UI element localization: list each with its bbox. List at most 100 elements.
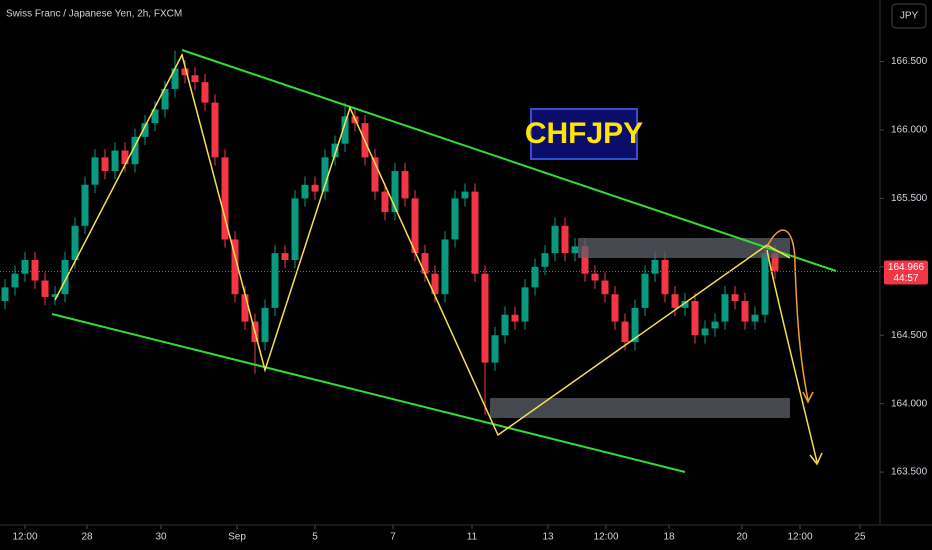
annotation-box bbox=[530, 108, 638, 160]
candle-body bbox=[51, 294, 59, 297]
candle-body bbox=[1, 287, 9, 302]
candle-body bbox=[601, 280, 609, 295]
arrow-head-2 bbox=[809, 452, 823, 466]
x-tick-label: Sep bbox=[228, 532, 246, 543]
candle-body bbox=[761, 253, 769, 315]
x-tick-label: 20 bbox=[736, 532, 748, 543]
candle-body bbox=[681, 301, 689, 308]
candle-body bbox=[231, 239, 239, 295]
candle-body bbox=[451, 198, 459, 240]
x-tick-label: 11 bbox=[467, 532, 478, 543]
channel-top bbox=[181, 49, 837, 272]
last-price-tag bbox=[884, 260, 928, 285]
candle-body bbox=[321, 157, 329, 192]
candle-body bbox=[141, 123, 149, 137]
candle-body bbox=[81, 184, 89, 226]
candle-body bbox=[621, 321, 629, 343]
candle-body bbox=[731, 294, 739, 302]
x-tick-label: 28 bbox=[81, 532, 93, 543]
candle-body bbox=[591, 273, 599, 281]
x-tick-label: 7 bbox=[390, 532, 396, 543]
candle-body bbox=[61, 260, 69, 295]
arrow-head-1 bbox=[802, 391, 814, 404]
y-tick-label: 165.500 bbox=[891, 193, 928, 204]
candle-body bbox=[171, 68, 179, 89]
candle-body bbox=[481, 273, 489, 363]
candle-body bbox=[421, 253, 429, 274]
candle-body bbox=[771, 253, 779, 271]
projection-1 bbox=[766, 229, 809, 401]
candle-body bbox=[201, 82, 209, 103]
candle-body bbox=[371, 157, 379, 192]
x-tick-label: 5 bbox=[312, 532, 318, 543]
support-zone bbox=[490, 398, 790, 418]
candle-body bbox=[461, 191, 469, 199]
y-tick-label: 164.000 bbox=[891, 398, 928, 409]
candle-body bbox=[711, 321, 719, 329]
candle-body bbox=[221, 157, 229, 240]
candle-body bbox=[651, 260, 659, 274]
resistance-zone bbox=[578, 238, 790, 258]
candle-body bbox=[291, 198, 299, 260]
candle-body bbox=[281, 253, 289, 260]
x-tick-label: 12:00 bbox=[593, 532, 618, 543]
candle-body bbox=[21, 260, 29, 274]
y-tick-label: 164.500 bbox=[891, 330, 928, 341]
candle-body bbox=[581, 246, 589, 274]
candle-body bbox=[131, 136, 139, 165]
candle-body bbox=[381, 191, 389, 213]
candle-body bbox=[101, 157, 109, 172]
candle-body bbox=[91, 157, 99, 185]
x-tick-label: 13 bbox=[542, 532, 554, 543]
projection-2 bbox=[766, 249, 818, 463]
candle-body bbox=[531, 266, 539, 288]
candle-body bbox=[311, 184, 319, 192]
currency-button[interactable] bbox=[891, 3, 927, 29]
candle-body bbox=[121, 150, 129, 165]
x-tick-label: 18 bbox=[663, 532, 675, 543]
currency[interactable]: JPY bbox=[900, 11, 919, 22]
candle-body bbox=[391, 171, 399, 213]
candle-body bbox=[331, 143, 339, 158]
candle-body bbox=[521, 287, 529, 322]
candle-body bbox=[751, 314, 759, 322]
candle-body bbox=[661, 260, 669, 295]
candle-body bbox=[501, 314, 509, 336]
candle-body bbox=[721, 294, 729, 322]
candle-body bbox=[691, 301, 699, 336]
candle-body bbox=[261, 307, 269, 343]
annotation: CHFJPY bbox=[525, 117, 643, 150]
candle-body bbox=[491, 335, 499, 363]
candle-body bbox=[551, 225, 559, 254]
y-tick-label: 163.500 bbox=[891, 467, 928, 478]
candle-body bbox=[741, 301, 749, 322]
candle-body bbox=[641, 273, 649, 308]
y-tick-label: 166.000 bbox=[891, 125, 928, 136]
x-tick-label: 25 bbox=[854, 532, 866, 543]
candle-body bbox=[271, 253, 279, 308]
candle-body bbox=[411, 198, 419, 254]
countdown: 44:57 bbox=[893, 273, 918, 284]
candle-body bbox=[431, 273, 439, 295]
candle-body bbox=[511, 314, 519, 322]
candle-body bbox=[541, 253, 549, 267]
candle-body bbox=[671, 294, 679, 308]
y-tick-label: 166.500 bbox=[891, 56, 928, 67]
candle-body bbox=[111, 150, 119, 172]
x-tick-label: 12:00 bbox=[12, 532, 37, 543]
zigzag bbox=[54, 52, 791, 437]
chart-title: Swiss Franc / Japanese Yen, 2h, FXCM bbox=[6, 9, 182, 20]
candle-body bbox=[341, 116, 349, 144]
candle-body bbox=[181, 68, 189, 76]
candle-body bbox=[241, 294, 249, 322]
candle-body bbox=[41, 280, 49, 297]
candle-body bbox=[471, 191, 479, 274]
channel-bottom bbox=[51, 313, 686, 473]
candle-body bbox=[571, 246, 579, 254]
last-price-label: 164.966 bbox=[888, 262, 925, 273]
candle-body bbox=[191, 75, 199, 83]
candle-body bbox=[211, 102, 219, 158]
